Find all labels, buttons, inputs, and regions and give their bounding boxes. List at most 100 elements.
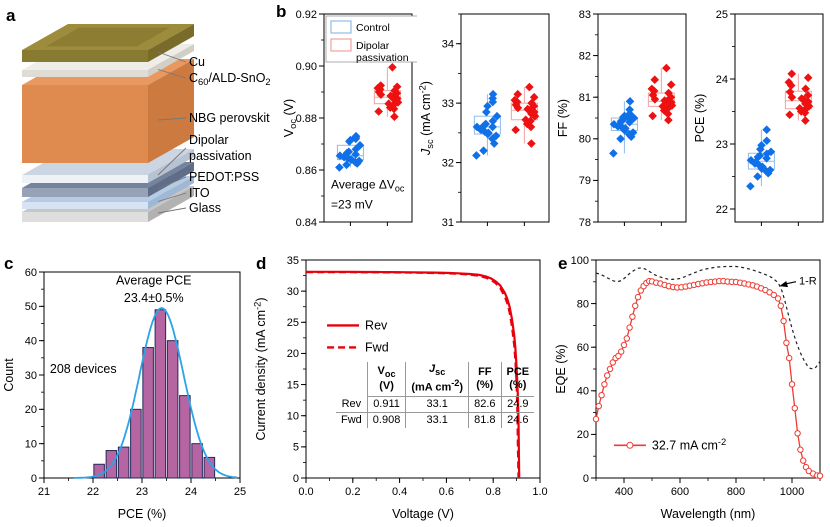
jv-table-header: Voc (V) [366, 362, 406, 398]
svg-text:80: 80 [577, 298, 589, 310]
pointer-label: 1-R [799, 276, 817, 288]
svg-text:Dipolar: Dipolar [356, 40, 390, 52]
layer-label: Cu [189, 55, 205, 69]
svg-text:23: 23 [136, 486, 148, 498]
layer-label: Dipolar [189, 133, 229, 147]
svg-text:82: 82 [579, 50, 591, 62]
svg-text:25: 25 [287, 317, 299, 329]
jsc-chart: 31 32 33 34 Jsc (mA cm-2) [417, 0, 554, 248]
svg-text:83: 83 [579, 9, 591, 21]
svg-text:60: 60 [25, 267, 37, 279]
svg-text:1000: 1000 [780, 486, 804, 498]
svg-text:0.6: 0.6 [439, 486, 454, 498]
gaussian-fit-curve [73, 307, 238, 479]
svg-text:20: 20 [25, 404, 37, 416]
svg-text:passivation: passivation [356, 52, 409, 64]
svg-text:0.84: 0.84 [296, 217, 317, 229]
panel-label-e: e [558, 254, 568, 273]
svg-text:50: 50 [25, 301, 37, 313]
voc-chart: 0.84 0.86 0.88 0.90 0.92 Voc (V) Control Dipola… [280, 0, 419, 248]
svg-text:0.90: 0.90 [296, 61, 317, 73]
histogram-bar [166, 340, 179, 479]
jsc-svg: 31 32 33 34 Jsc (mA cm-2) [417, 13, 550, 229]
layer-label: PEDOT:PSS [189, 170, 259, 184]
jv-table-value: 33.1 [405, 396, 469, 413]
jv-table-value: 0.908 [366, 412, 406, 429]
svg-text:40: 40 [25, 335, 37, 347]
svg-text:Fwd: Fwd [365, 341, 389, 355]
svg-text:0.4: 0.4 [392, 486, 407, 498]
jv-table-value: 81.8 [468, 412, 501, 429]
y-axis-label: EQE (%) [554, 344, 568, 393]
layer-label: passivation [189, 149, 252, 163]
svg-text:0.0: 0.0 [298, 486, 313, 498]
svg-text:15: 15 [287, 379, 299, 391]
svg-text:22: 22 [716, 204, 728, 216]
histogram-bar [130, 408, 142, 479]
x-axis-label: Wavelength (nm) [661, 507, 756, 521]
svg-text:Control: Control [356, 22, 390, 34]
svg-text:20: 20 [287, 348, 299, 360]
y-axis-label: Voc (V) [282, 99, 298, 137]
ff-chart: 78 79 80 81 82 83 FF (%) [554, 0, 691, 248]
svg-text:100: 100 [571, 255, 589, 267]
svg-text:24: 24 [185, 486, 197, 498]
jv-table-value: 82.6 [468, 396, 501, 413]
device-stack-svg: Cu C60/ALD-SnO2 NBG perovskite Dipolar passi… [22, 24, 277, 222]
svg-text:22: 22 [87, 486, 99, 498]
series-1-r [595, 265, 821, 370]
y-axis-label: Count [2, 358, 16, 392]
svg-text:0: 0 [583, 473, 589, 485]
svg-text:32: 32 [442, 157, 454, 169]
jv-table-row-label: Fwd [336, 412, 368, 429]
layer-label: ITO [189, 186, 210, 200]
svg-text:25: 25 [716, 9, 728, 21]
svg-text:5: 5 [293, 442, 299, 454]
svg-text:0.88: 0.88 [296, 113, 317, 125]
jv-svg: 0 5 10 15 20 25 30 35 0.0 0.2 0.4 0.6 0.8 1.0 Current … [252, 255, 547, 521]
svg-text:400: 400 [615, 486, 633, 498]
svg-text:30: 30 [287, 286, 299, 298]
histogram-bar [154, 309, 167, 479]
svg-text:23: 23 [716, 139, 728, 151]
svg-text:600: 600 [671, 486, 689, 498]
histogram-bar [191, 443, 203, 479]
svg-text:30: 30 [25, 370, 37, 382]
y-axis-label: Current density (mA cm-2) [252, 297, 268, 440]
panel-label-b: b [276, 2, 287, 21]
annotation: Average PCE [116, 273, 192, 287]
svg-text:25: 25 [234, 486, 246, 498]
svg-text:800: 800 [727, 486, 745, 498]
jv-curve-chart: 0 5 10 15 20 25 30 35 0.0 0.2 0.4 0.6 0.8 1.0 Current … [252, 252, 552, 527]
svg-text:31: 31 [442, 217, 454, 229]
jv-table-header [336, 362, 367, 397]
annotation: 208 devices [50, 362, 117, 376]
legend: Rev Fwd [327, 319, 389, 355]
y-axis-label: PCE (%) [693, 94, 707, 143]
panel-label-a: a [6, 6, 16, 25]
jv-table-value: 24.9 [500, 396, 535, 413]
ff-svg: 78 79 80 81 82 83 FF (%) [556, 9, 687, 229]
voc-svg: 0.84 0.86 0.88 0.90 0.92 Voc (V) Control Dipola… [282, 9, 419, 229]
svg-text:78: 78 [579, 217, 591, 229]
svg-text:21: 21 [38, 486, 50, 498]
svg-text:34: 34 [442, 39, 454, 51]
svg-text:0.92: 0.92 [296, 9, 317, 21]
pce-chart: 22 23 24 25 PCE (%) [691, 0, 828, 248]
jv-table-header: Jsc (mA cm-2) [405, 362, 469, 398]
svg-text:1.0: 1.0 [532, 486, 547, 498]
svg-text:0: 0 [31, 473, 37, 485]
annotation: =23 mV [331, 197, 373, 211]
svg-text:60: 60 [577, 342, 589, 354]
layer-label: NBG perovskite [189, 111, 270, 125]
x-axis-label: Voltage (V) [392, 507, 454, 521]
svg-text:40: 40 [577, 386, 589, 398]
svg-text:Rev: Rev [365, 319, 388, 333]
histogram-bar [117, 446, 130, 479]
panel-label-d: d [256, 254, 267, 273]
svg-text:79: 79 [579, 175, 591, 187]
pce-histogram-svg: 0 10 20 30 40 50 60 21 22 23 24 25 Count PCE (%) Avera… [2, 267, 246, 521]
histogram-bar [179, 395, 191, 479]
svg-text:10: 10 [287, 411, 299, 423]
